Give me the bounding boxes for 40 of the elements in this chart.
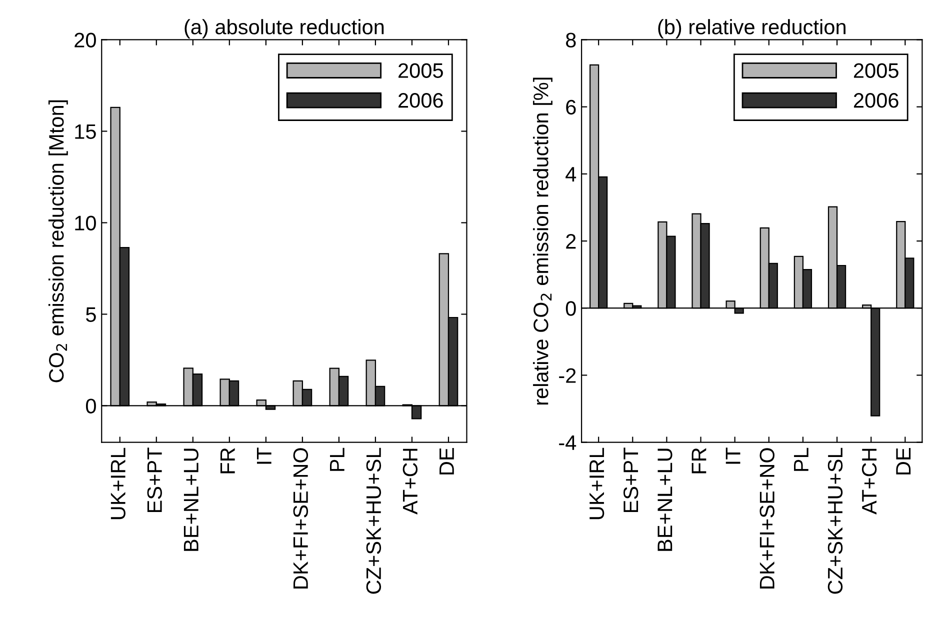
y-tick-label: 4 (566, 167, 576, 182)
x-tick-label: DE (440, 448, 454, 474)
y-tick-label: 0 (566, 301, 576, 316)
x-tick-label: PL (330, 448, 344, 471)
x-tick-label: PL (794, 448, 808, 471)
x-tick-label: AT+CH (862, 448, 877, 514)
x-tick-label: BE+NL+LU (184, 448, 198, 551)
x-tick-label: DE (896, 448, 911, 474)
x-tick-label: IT (726, 448, 740, 464)
x-tick-label: FR (692, 448, 706, 474)
x-tick-label: BE+NL+LU (658, 448, 672, 551)
x-tick-label: CZ+SK+HU+SL (828, 448, 843, 594)
y-tick-label: 20 (74, 32, 96, 48)
legend-label: 2005 (398, 63, 443, 78)
x-tick-label: CZ+SK+HU+SL (366, 448, 382, 594)
y-tick-label: -4 (559, 436, 576, 450)
y-tick-label: -2 (559, 368, 576, 383)
y-axis-title: CO$_{2}$ emission reduction [Mton] (48, 100, 68, 382)
x-tick-label: DK+FI+SE+NO (293, 448, 308, 588)
legend-label: 2006 (398, 93, 443, 108)
x-tick-label: ES+PT (147, 448, 162, 512)
x-tick-label: DK+FI+SE+NO (760, 448, 774, 588)
y-tick-label: 5 (86, 307, 96, 322)
y-tick-label: 8 (566, 32, 576, 48)
y-tick-label: 2 (566, 234, 576, 249)
x-tick-label: AT+CH (402, 448, 418, 514)
legend-label: 2005 (854, 63, 898, 78)
x-tick-label: ES+PT (623, 448, 638, 512)
x-tick-label: IT (256, 448, 272, 464)
y-axis-title: relative CO$_{2}$ emission reduction [%] (533, 78, 552, 405)
y-tick-label: 15 (75, 124, 96, 139)
y-tick-label: 10 (75, 216, 96, 230)
x-tick-label: UK+IRL (590, 448, 604, 520)
legend-label: 2006 (854, 93, 898, 108)
x-tick-label: FR (220, 448, 235, 474)
y-tick-label: 0 (86, 398, 96, 414)
chart-title: (a) absolute reduction (184, 19, 384, 38)
x-tick-label: UK+IRL (110, 448, 126, 520)
chart-title: (b) relative reduction (658, 19, 846, 38)
y-tick-label: 6 (566, 100, 576, 115)
